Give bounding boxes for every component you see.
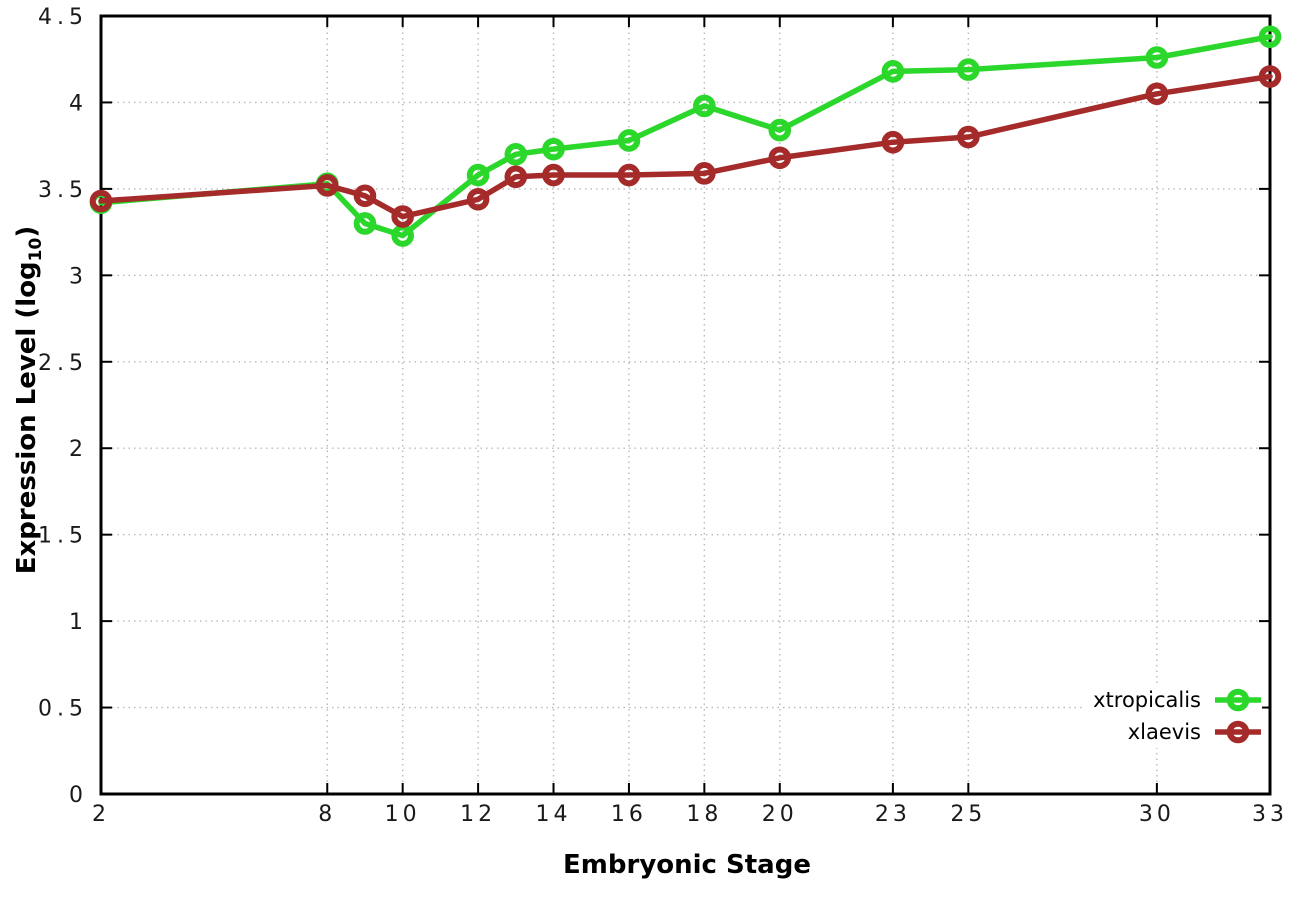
- legend-marker-xtropicalis: [1215, 688, 1261, 712]
- x-tick-label: 25: [950, 802, 986, 827]
- legend: xtropicalis xlaevis: [1083, 684, 1262, 748]
- y-axis-title-text: Expression Level (log: [12, 261, 42, 575]
- y-tick-label: 1.5: [38, 524, 88, 549]
- y-tick-label: 3.5: [38, 178, 88, 203]
- y-tick-label: 4.5: [38, 5, 88, 30]
- y-tick-label: 2.5: [38, 351, 88, 376]
- x-tick-label: 23: [875, 802, 911, 827]
- data-point-xtropicalis-stage-13: [504, 143, 528, 166]
- data-point-xlaevis-stage-23: [881, 130, 905, 154]
- series-line-xtropicalis: [98, 33, 1273, 239]
- y-tick-label: 1: [69, 610, 88, 635]
- legend-label-xlaevis: xlaevis: [1127, 720, 1201, 744]
- data-point-xtropicalis-stage-16: [617, 129, 641, 152]
- y-axis-title: Expression Level (log10): [12, 225, 46, 575]
- x-tick-label: 10: [385, 802, 421, 827]
- data-point-xtropicalis-stage-25: [957, 58, 980, 81]
- data-point-xtropicalis-stage-9: [353, 212, 377, 235]
- data-point-xtropicalis-stage-23: [881, 60, 905, 83]
- x-tick-label: 16: [611, 802, 647, 827]
- x-tick-label: 33: [1252, 802, 1288, 827]
- x-axis-title: Embryonic Stage: [563, 850, 811, 880]
- legend-row-xlaevis: xlaevis: [1093, 716, 1262, 748]
- y-tick-label: 3: [69, 264, 88, 289]
- data-point-xlaevis-stage-18: [693, 162, 716, 185]
- data-point-xtropicalis-stage-18: [693, 94, 716, 118]
- x-tick-label: 2: [92, 802, 110, 827]
- data-point-xlaevis-stage-25: [957, 125, 980, 149]
- data-point-xlaevis-stage-9: [353, 184, 377, 208]
- x-tick-label: 8: [318, 802, 336, 827]
- data-point-xtropicalis-stage-30: [1145, 46, 1169, 69]
- data-point-xtropicalis-stage-33: [1258, 25, 1282, 49]
- y-axis-title-close: ): [12, 225, 42, 238]
- y-tick-label: 0: [69, 783, 88, 808]
- x-tick-label: 14: [536, 802, 572, 827]
- legend-marker-xlaevis: [1215, 720, 1261, 744]
- data-point-xtropicalis-stage-12: [466, 163, 490, 187]
- x-tick-label: 20: [762, 802, 798, 827]
- data-point-xlaevis-stage-14: [542, 163, 565, 187]
- data-point-xlaevis-stage-33: [1258, 65, 1282, 88]
- y-tick-label: 2: [69, 437, 88, 462]
- data-point-xlaevis-stage-20: [768, 146, 792, 170]
- data-point-xtropicalis-stage-20: [768, 118, 792, 142]
- series-line-xlaevis: [98, 73, 1273, 220]
- data-point-xlaevis-stage-10: [391, 205, 414, 228]
- x-tick-label: 12: [460, 802, 496, 827]
- data-point-xtropicalis-stage-14: [542, 137, 565, 161]
- data-point-xlaevis-stage-2: [89, 189, 113, 213]
- data-point-xlaevis-stage-12: [466, 187, 490, 211]
- y-axis-title-subscript: 10: [26, 237, 46, 262]
- x-tick-label: 30: [1139, 802, 1175, 827]
- legend-label-xtropicalis: xtropicalis: [1093, 688, 1201, 712]
- legend-row-xtropicalis: xtropicalis: [1093, 684, 1262, 716]
- data-point-xlaevis-stage-30: [1145, 82, 1169, 106]
- plot-border: [99, 14, 1272, 796]
- x-tick-label: 18: [686, 802, 722, 827]
- y-tick-label: 4: [69, 91, 88, 116]
- data-point-xlaevis-stage-8: [315, 174, 339, 197]
- data-point-xlaevis-stage-16: [617, 163, 641, 187]
- data-point-xlaevis-stage-13: [504, 165, 528, 189]
- y-tick-label: 0.5: [38, 697, 88, 722]
